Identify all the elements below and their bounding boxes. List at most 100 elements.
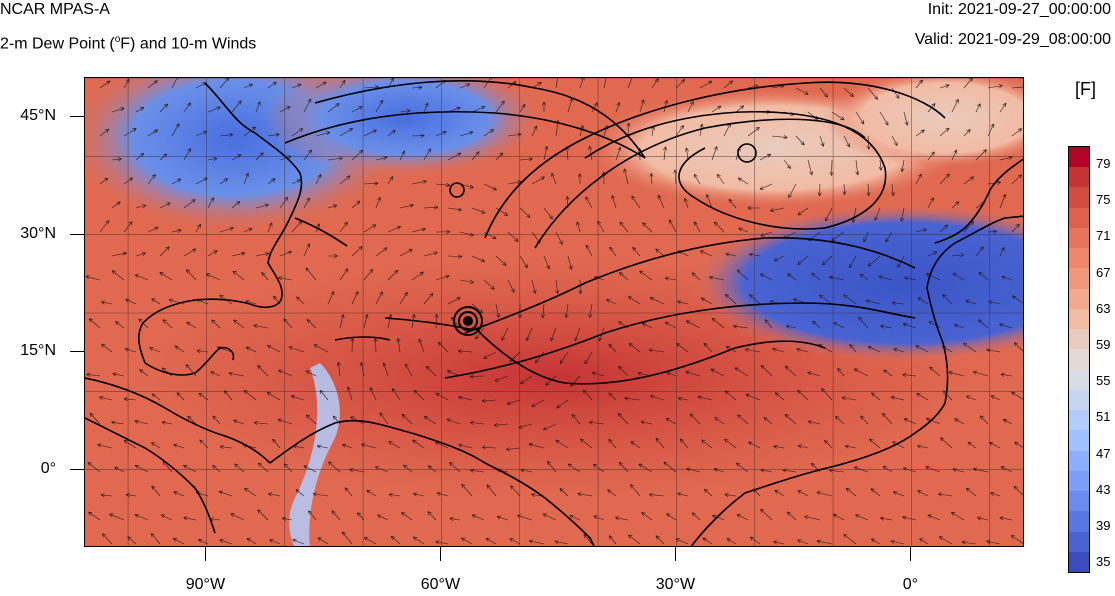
wind-arrow — [373, 337, 378, 353]
wind-arrow — [423, 292, 434, 305]
wind-arrow — [772, 347, 785, 353]
colorbar-segment — [1069, 430, 1089, 452]
wind-arrow — [230, 513, 245, 521]
wind-arrow — [615, 516, 629, 521]
wind-arrow — [664, 276, 677, 281]
wind-arrow — [111, 270, 125, 281]
wind-arrow — [624, 396, 641, 401]
wind-arrow — [399, 203, 414, 209]
wind-arrow — [632, 246, 641, 257]
wind-arrow — [278, 276, 293, 281]
wind-arrow — [519, 157, 533, 162]
wind-arrow — [183, 516, 197, 521]
wind-arrow — [253, 420, 269, 425]
wind-arrow — [638, 463, 653, 473]
wind-arrow — [845, 487, 857, 497]
wind-arrow — [279, 250, 292, 257]
wind-arrow — [860, 415, 869, 425]
wind-arrow — [257, 462, 269, 473]
wind-arrow — [736, 269, 749, 281]
wind-arrow — [986, 540, 1001, 545]
wind-arrow — [1000, 372, 1013, 377]
wind-arrow — [134, 465, 149, 473]
map-panel — [84, 77, 1024, 547]
wind-arrow — [657, 194, 665, 209]
wind-arrow — [703, 488, 713, 497]
wind-arrow — [618, 365, 629, 377]
wind-arrow — [608, 535, 617, 545]
colorbar-segment — [1069, 531, 1089, 553]
wind-arrow — [938, 536, 953, 545]
wind-arrow — [686, 467, 701, 473]
wind-arrow — [724, 438, 737, 449]
wind-arrow — [609, 246, 617, 257]
wind-arrow — [125, 298, 137, 305]
wind-arrow — [449, 516, 461, 521]
colorbar — [1068, 146, 1090, 573]
wind-arrow — [494, 375, 509, 382]
wind-arrow — [100, 300, 113, 305]
wind-arrow — [312, 492, 329, 497]
wind-arrow — [387, 314, 393, 329]
colorbar-tick-label: 75 — [1096, 192, 1111, 208]
closed-low-contour — [449, 182, 465, 198]
wind-arrow — [339, 79, 346, 89]
wind-arrow — [134, 419, 149, 425]
wind-arrow — [495, 303, 501, 318]
wind-arrow — [495, 100, 505, 113]
wind-arrow — [1002, 419, 1013, 425]
wind-arrow — [988, 442, 1001, 449]
wind-arrow — [769, 207, 785, 213]
colorbar-unit: [F] — [1075, 79, 1096, 99]
wind-arrow — [171, 178, 182, 185]
wind-arrow — [387, 269, 399, 281]
wind-arrow — [951, 98, 959, 113]
wind-arrow — [212, 415, 221, 425]
wind-arrow — [940, 437, 953, 449]
wind-arrow — [243, 83, 253, 89]
wind-arrow — [854, 466, 869, 473]
wind-arrow — [458, 395, 473, 401]
wind-arrow — [628, 343, 641, 353]
wind-arrow — [967, 441, 977, 449]
wind-arrow — [510, 485, 521, 497]
longitude-label: 30°W — [655, 576, 696, 593]
wind-arrow — [495, 207, 509, 216]
wind-arrow — [339, 127, 354, 137]
wind-arrow — [786, 511, 797, 521]
wind-arrow — [878, 275, 893, 281]
wind-arrow — [866, 183, 871, 197]
wind-arrow — [447, 207, 463, 212]
wind-arrow — [655, 535, 665, 545]
wind-arrow — [870, 488, 881, 497]
wind-arrow — [101, 343, 113, 353]
wind-arrow — [915, 129, 925, 137]
wind-arrow — [509, 538, 521, 545]
wind-arrow — [902, 322, 917, 329]
wind-arrow — [593, 515, 605, 521]
wind-arrow — [413, 389, 425, 401]
wind-arrow — [871, 392, 881, 401]
wind-arrow — [763, 416, 773, 425]
wind-arrow — [732, 324, 749, 329]
wind-arrow — [545, 375, 557, 386]
wind-arrow — [663, 461, 677, 473]
wind-arrow — [702, 537, 713, 545]
wind-arrow — [243, 390, 257, 401]
wind-arrow — [283, 318, 293, 329]
wind-arrow — [987, 84, 1003, 89]
wind-arrow — [123, 78, 130, 89]
wind-arrow — [783, 159, 791, 169]
wind-arrow — [999, 323, 1013, 329]
wind-arrow — [999, 193, 1007, 209]
wind-arrow — [427, 511, 437, 521]
wind-arrow — [327, 156, 343, 161]
wind-arrow — [134, 513, 149, 521]
wind-arrow — [244, 487, 257, 497]
wind-arrow — [245, 346, 257, 353]
wind-arrow — [87, 462, 101, 473]
wind-arrow — [279, 106, 291, 113]
wind-arrow — [668, 219, 677, 233]
wind-arrow — [929, 366, 941, 377]
wind-arrow — [327, 291, 335, 305]
